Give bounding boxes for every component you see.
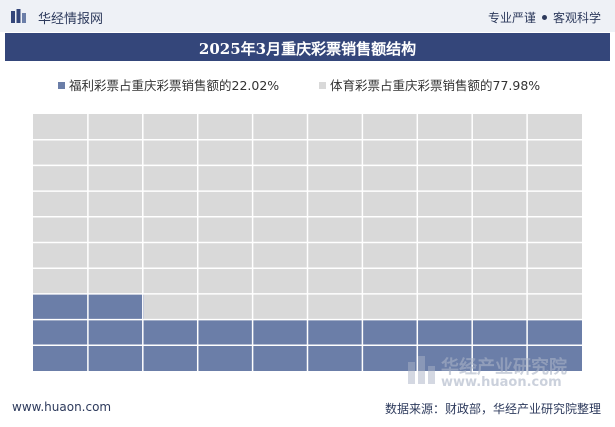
tagline-right: 客观科学 xyxy=(552,11,601,25)
waffle-cell-welfare xyxy=(417,319,473,346)
title-bar: 2025年3月重庆彩票销售额结构 xyxy=(5,33,610,61)
footer-site: www.huaon.com xyxy=(12,400,112,414)
waffle-cell-welfare xyxy=(307,319,363,346)
waffle-cell-welfare xyxy=(197,319,253,346)
tagline-left: 专业严谨 xyxy=(487,11,536,25)
chart-title: 2025年3月重庆彩票销售额结构 xyxy=(198,40,417,58)
waffle-cell-welfare xyxy=(87,319,143,346)
watermark-logo-icon xyxy=(408,356,435,384)
legend-label-welfare: 福利彩票占重庆彩票销售额的22.02% xyxy=(69,78,280,93)
waffle-cell-welfare xyxy=(307,345,363,371)
tagline: 专业严谨 客观科学 xyxy=(488,9,601,26)
top-bar: 华经情报网 专业严谨 客观科学 xyxy=(0,0,615,32)
waffle-cell-welfare xyxy=(142,319,198,346)
legend-item-sports: 体育彩票占重庆彩票销售额的77.98% xyxy=(319,75,540,94)
legend-label-sports: 体育彩票占重庆彩票销售额的77.98% xyxy=(330,78,541,93)
waffle-cell-welfare xyxy=(362,319,418,346)
waffle-cell-welfare xyxy=(527,319,582,346)
waffle-cell-welfare xyxy=(472,345,528,371)
brand-logo-icon xyxy=(11,9,26,23)
waffle-cell-welfare xyxy=(142,345,198,371)
waffle-cell-welfare xyxy=(87,293,143,320)
legend-swatch-welfare xyxy=(58,82,65,89)
legend-swatch-sports xyxy=(319,82,326,89)
waffle-cell-welfare xyxy=(33,293,88,320)
waffle-cell-welfare xyxy=(33,319,88,346)
waffle-cell-welfare xyxy=(527,345,582,371)
waffle-cell-welfare xyxy=(33,345,88,371)
footer-source: 数据来源：财政部，华经产业研究院整理 xyxy=(384,402,601,416)
brand-name: 华经情报网 xyxy=(38,12,104,27)
watermark-name: 华经产业研究院 xyxy=(441,357,567,378)
watermark-url: www.huaon.com xyxy=(441,375,562,390)
waffle-cell-welfare xyxy=(417,345,473,371)
waffle-cell-welfare xyxy=(252,319,308,346)
waffle-cell-welfare xyxy=(197,345,253,371)
waffle-cell-welfare xyxy=(252,345,308,371)
legend-item-welfare: 福利彩票占重庆彩票销售额的22.02% xyxy=(58,75,279,94)
waffle-cell-welfare xyxy=(87,345,143,371)
waffle-cell-welfare xyxy=(472,319,528,346)
separator-dot-icon xyxy=(541,15,547,20)
legend: 福利彩票占重庆彩票销售额的22.02% 体育彩票占重庆彩票销售额的77.98% xyxy=(0,75,615,94)
